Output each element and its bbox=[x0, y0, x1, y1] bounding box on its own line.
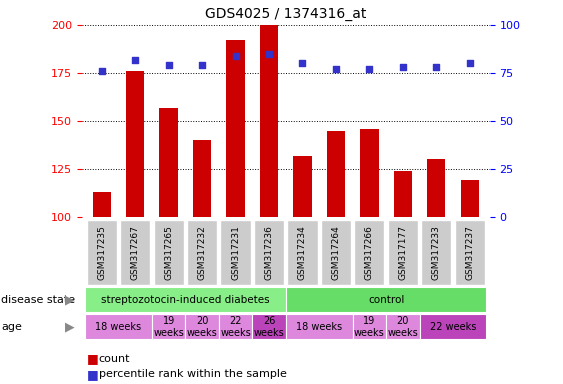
FancyBboxPatch shape bbox=[219, 314, 252, 339]
Bar bbox=[126, 71, 144, 217]
FancyBboxPatch shape bbox=[388, 220, 418, 285]
Text: 19
weeks: 19 weeks bbox=[354, 316, 385, 338]
FancyBboxPatch shape bbox=[85, 287, 286, 313]
Point bbox=[398, 64, 407, 70]
Point bbox=[365, 66, 374, 72]
Text: GSM317234: GSM317234 bbox=[298, 225, 307, 280]
Text: ▶: ▶ bbox=[65, 320, 74, 333]
FancyBboxPatch shape bbox=[87, 220, 117, 285]
Text: GSM317231: GSM317231 bbox=[231, 225, 240, 280]
Bar bbox=[360, 129, 378, 217]
Text: 18 weeks: 18 weeks bbox=[95, 322, 141, 332]
FancyBboxPatch shape bbox=[352, 314, 386, 339]
FancyBboxPatch shape bbox=[354, 220, 385, 285]
Text: age: age bbox=[1, 322, 22, 332]
Text: 20
weeks: 20 weeks bbox=[387, 316, 418, 338]
FancyBboxPatch shape bbox=[286, 314, 352, 339]
Text: ■: ■ bbox=[87, 353, 99, 366]
Text: 19
weeks: 19 weeks bbox=[153, 316, 184, 338]
Text: percentile rank within the sample: percentile rank within the sample bbox=[99, 369, 287, 379]
Point bbox=[198, 62, 207, 68]
Point bbox=[131, 56, 140, 63]
Bar bbox=[159, 108, 178, 217]
Text: GSM317233: GSM317233 bbox=[432, 225, 441, 280]
Bar bbox=[461, 180, 479, 217]
Text: GSM317177: GSM317177 bbox=[398, 225, 407, 280]
Bar bbox=[260, 25, 278, 217]
FancyBboxPatch shape bbox=[286, 287, 486, 313]
Point bbox=[432, 64, 441, 70]
Bar bbox=[427, 159, 445, 217]
Point bbox=[465, 60, 474, 66]
FancyBboxPatch shape bbox=[287, 220, 318, 285]
Point bbox=[164, 62, 173, 68]
FancyBboxPatch shape bbox=[187, 220, 217, 285]
FancyBboxPatch shape bbox=[221, 220, 251, 285]
Text: GSM317264: GSM317264 bbox=[332, 225, 341, 280]
Text: GSM317235: GSM317235 bbox=[97, 225, 106, 280]
Bar bbox=[92, 192, 111, 217]
Point bbox=[332, 66, 341, 72]
FancyBboxPatch shape bbox=[152, 314, 185, 339]
Text: count: count bbox=[99, 354, 130, 364]
Bar bbox=[293, 156, 312, 217]
Text: 20
weeks: 20 weeks bbox=[187, 316, 217, 338]
Text: 18 weeks: 18 weeks bbox=[296, 322, 342, 332]
FancyBboxPatch shape bbox=[85, 314, 152, 339]
FancyBboxPatch shape bbox=[185, 314, 219, 339]
FancyBboxPatch shape bbox=[386, 314, 419, 339]
Text: GSM317232: GSM317232 bbox=[198, 225, 207, 280]
Text: streptozotocin-induced diabetes: streptozotocin-induced diabetes bbox=[101, 295, 270, 305]
Text: 22 weeks: 22 weeks bbox=[430, 322, 476, 332]
Point bbox=[97, 68, 106, 74]
FancyBboxPatch shape bbox=[154, 220, 184, 285]
Bar bbox=[327, 131, 345, 217]
Text: disease state: disease state bbox=[1, 295, 75, 305]
Text: control: control bbox=[368, 295, 404, 305]
Bar bbox=[193, 140, 211, 217]
Bar bbox=[226, 40, 245, 217]
FancyBboxPatch shape bbox=[455, 220, 485, 285]
Text: GSM317267: GSM317267 bbox=[131, 225, 140, 280]
Text: ▶: ▶ bbox=[65, 293, 74, 306]
Point bbox=[298, 60, 307, 66]
FancyBboxPatch shape bbox=[254, 220, 284, 285]
Text: ■: ■ bbox=[87, 368, 99, 381]
Title: GDS4025 / 1374316_at: GDS4025 / 1374316_at bbox=[205, 7, 367, 21]
Text: GSM317236: GSM317236 bbox=[265, 225, 274, 280]
Text: GSM317237: GSM317237 bbox=[465, 225, 474, 280]
Text: 26
weeks: 26 weeks bbox=[253, 316, 284, 338]
FancyBboxPatch shape bbox=[421, 220, 452, 285]
Text: GSM317266: GSM317266 bbox=[365, 225, 374, 280]
Point bbox=[231, 53, 240, 59]
Text: 22
weeks: 22 weeks bbox=[220, 316, 251, 338]
FancyBboxPatch shape bbox=[120, 220, 150, 285]
FancyBboxPatch shape bbox=[252, 314, 286, 339]
Point bbox=[265, 51, 274, 57]
FancyBboxPatch shape bbox=[321, 220, 351, 285]
FancyBboxPatch shape bbox=[419, 314, 486, 339]
Bar bbox=[394, 171, 412, 217]
Text: GSM317265: GSM317265 bbox=[164, 225, 173, 280]
